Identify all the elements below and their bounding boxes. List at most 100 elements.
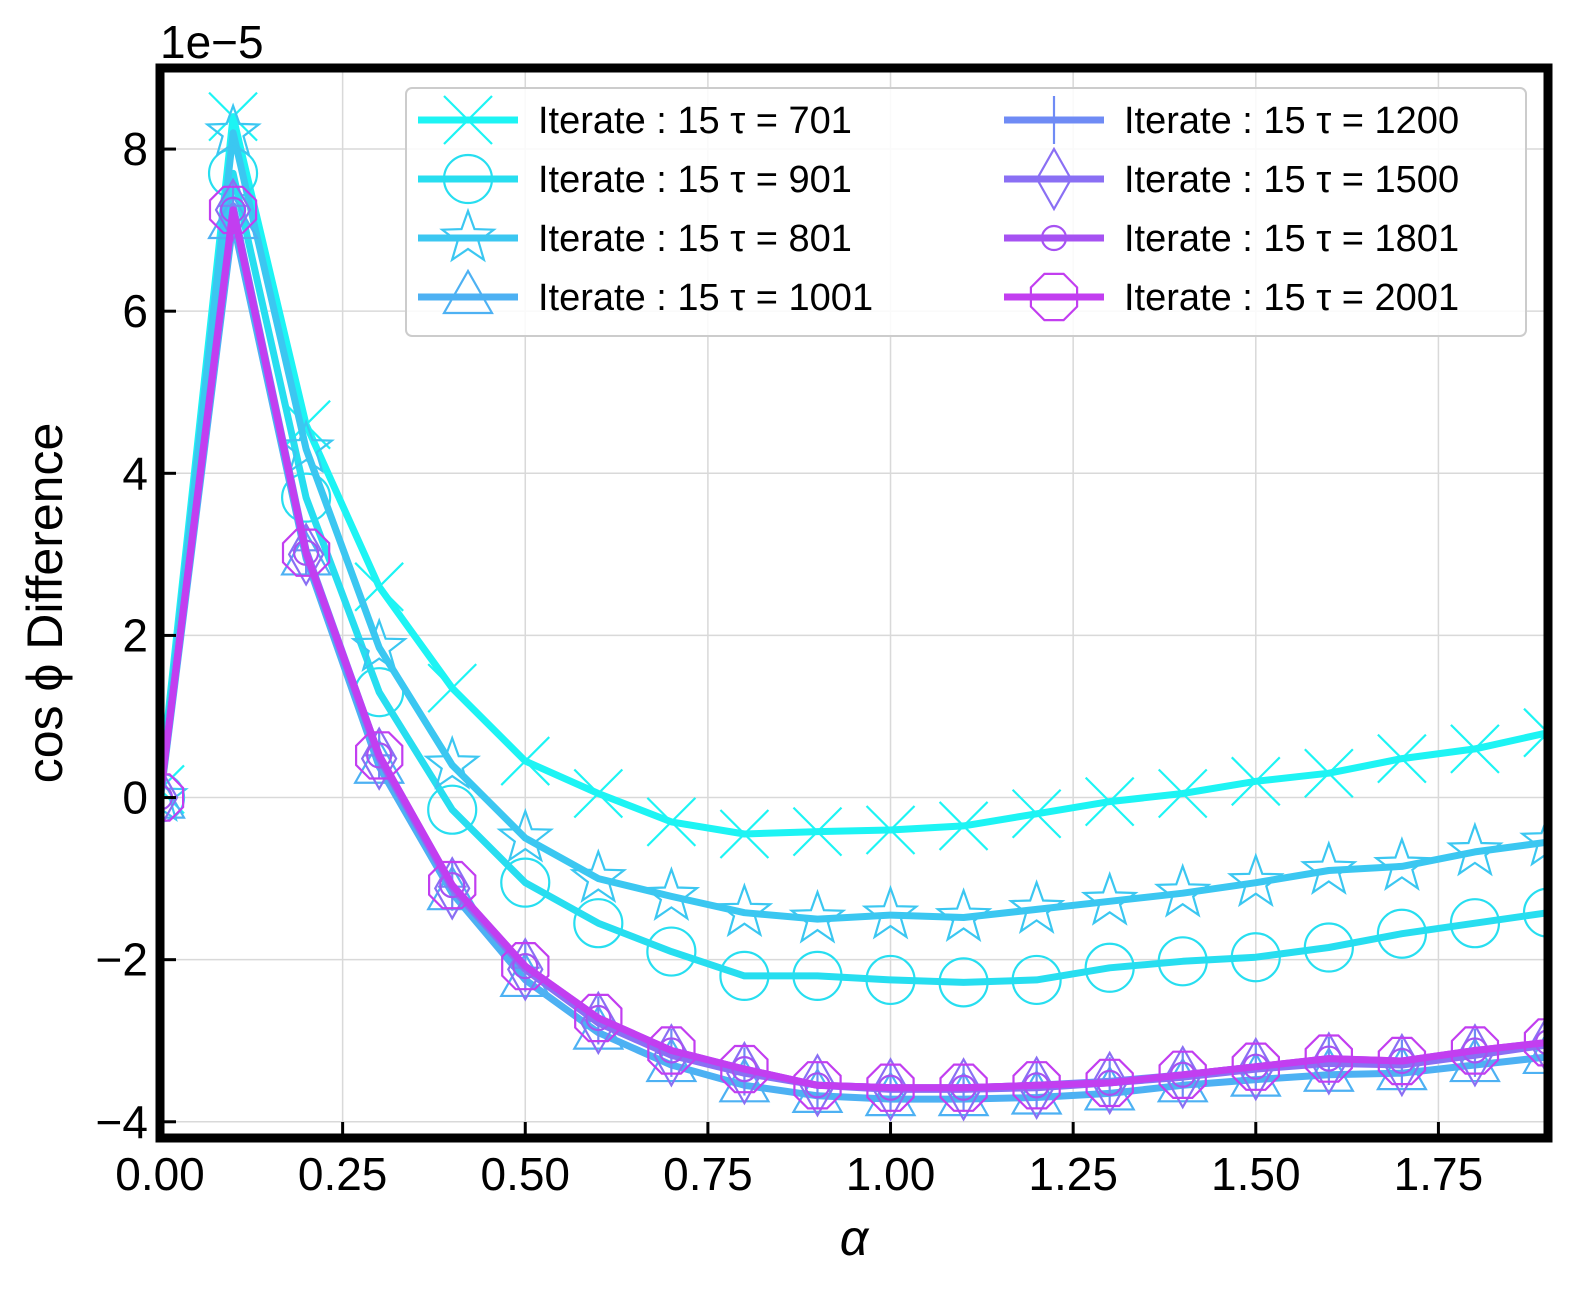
x-tick-label: 0.75: [663, 1148, 753, 1200]
data-point-marker: [573, 768, 624, 819]
data-point-marker: [355, 731, 404, 780]
data-point-marker: [720, 1044, 769, 1094]
series-group: [160, 91, 1548, 859]
y-tick-label: −2: [96, 934, 148, 986]
y-axis-label: cos ϕ Difference: [17, 423, 73, 784]
y-tick-label: 4: [122, 447, 148, 499]
data-point-marker: [872, 1057, 909, 1122]
x-tick-label: 1.75: [1394, 1148, 1484, 1200]
legend-item: Iterate : 15 τ = 701: [418, 95, 852, 145]
data-point-marker: [1011, 954, 1062, 1006]
data-point-marker: [506, 937, 544, 1002]
data-point-marker: [1011, 788, 1062, 839]
data-point-marker: [1376, 908, 1427, 959]
data-point-marker: [439, 871, 466, 899]
data-point-marker: [353, 738, 406, 784]
data-point-marker: [1084, 776, 1135, 827]
data-point-marker: [1007, 879, 1066, 934]
data-point-marker: [715, 882, 774, 938]
x-tick-label: 0.00: [115, 1148, 205, 1200]
data-point-marker: [788, 888, 847, 944]
y-tick-label: 8: [122, 123, 148, 175]
data-point-marker: [573, 898, 624, 949]
legend-swatch-marker: [443, 95, 493, 145]
data-point-marker: [160, 767, 189, 823]
plot-frame: [155, 63, 1553, 1143]
data-point-marker: [500, 857, 551, 908]
data-point-marker: [1237, 1036, 1275, 1102]
legend-swatch-marker: [1039, 96, 1069, 144]
data-point-marker: [792, 950, 843, 1001]
data-point-marker: [1300, 840, 1358, 895]
data-point-marker: [861, 884, 920, 940]
data-point-marker: [1158, 1050, 1207, 1100]
y-tick-label: −4: [96, 1096, 148, 1148]
series-group: [160, 148, 1548, 1008]
data-point-marker: [938, 957, 989, 1008]
data-point-marker: [1083, 1065, 1136, 1111]
data-point-marker: [423, 734, 482, 790]
data-point-marker: [1157, 768, 1208, 819]
data-point-marker: [160, 765, 179, 830]
data-point-marker: [793, 1061, 842, 1110]
series-group: [160, 102, 1548, 944]
data-point-marker: [799, 1053, 836, 1118]
x-tick-label: 0.50: [480, 1148, 570, 1200]
data-point-marker: [646, 797, 697, 847]
y-tick-label: 6: [122, 285, 148, 337]
legend-box: [405, 87, 1527, 337]
data-point-marker: [1377, 733, 1427, 784]
data-point-marker: [719, 809, 770, 859]
data-point-marker: [512, 953, 539, 980]
data-point-marker: [427, 663, 477, 713]
legend-item: Iterate : 15 τ = 901: [418, 153, 852, 205]
data-point-marker: [1010, 1069, 1063, 1115]
data-point-marker: [1529, 1012, 1548, 1078]
data-point-marker: [427, 784, 478, 835]
data-point-marker: [1522, 887, 1548, 938]
data-point-marker: [1231, 756, 1281, 807]
data-point-marker: [939, 1063, 988, 1112]
data-point-marker: [501, 941, 550, 991]
x-tick-label: 1.25: [1028, 1148, 1118, 1200]
legend-item: Iterate : 15 τ = 1500: [1004, 146, 1459, 212]
legend-swatch-marker: [1029, 272, 1079, 322]
series-line: [160, 202, 1548, 1092]
data-point-marker: [1230, 932, 1281, 983]
data-point-marker: [1080, 871, 1139, 926]
data-point-marker: [647, 1026, 696, 1075]
legend-label: Iterate : 15 τ = 1200: [1124, 100, 1459, 142]
data-point-marker: [287, 522, 325, 587]
data-point-marker: [1303, 922, 1354, 973]
data-point-marker: [937, 1070, 990, 1117]
data-point-marker: [360, 726, 398, 791]
series-line: [160, 206, 1548, 1092]
y-axis-multiplier: 1e−5: [160, 16, 264, 68]
axis-ticks: 0.00 0.25 0.50 0.75 1.00 1.25 1.50 1.75 −4 −2 0 2 4 6…: [96, 123, 1484, 1200]
legend-label: Iterate : 15 τ = 1801: [1124, 218, 1459, 260]
data-point-marker: [500, 736, 551, 786]
data-point-marker: [1153, 862, 1212, 918]
x-tick-label: 0.25: [298, 1148, 388, 1200]
data-point-marker: [574, 993, 623, 1043]
x-tick-label: 1.50: [1211, 1148, 1301, 1200]
legend-label: Iterate : 15 τ = 1001: [538, 277, 873, 319]
data-point-marker: [1446, 821, 1504, 877]
data-point-marker: [1085, 1058, 1134, 1108]
data-point-marker: [1302, 1046, 1355, 1092]
series-line: [160, 218, 1548, 1103]
data-point-marker: [945, 1057, 982, 1122]
data-point-marker: [1231, 1042, 1281, 1091]
legend-swatch-marker: [439, 207, 497, 263]
legend-label: Iterate : 15 τ = 2001: [1124, 277, 1459, 319]
legend-label: Iterate : 15 τ = 701: [538, 100, 852, 142]
series-line: [160, 206, 1548, 1092]
data-point-marker: [719, 950, 770, 1001]
data-point-marker: [1304, 1034, 1354, 1083]
data-point-marker: [1012, 1061, 1061, 1110]
series-layer: [160, 91, 1548, 1122]
data-point-marker: [428, 860, 477, 910]
legend-item: Iterate : 15 τ = 801: [418, 207, 852, 263]
legend-swatch-marker: [1035, 146, 1073, 212]
